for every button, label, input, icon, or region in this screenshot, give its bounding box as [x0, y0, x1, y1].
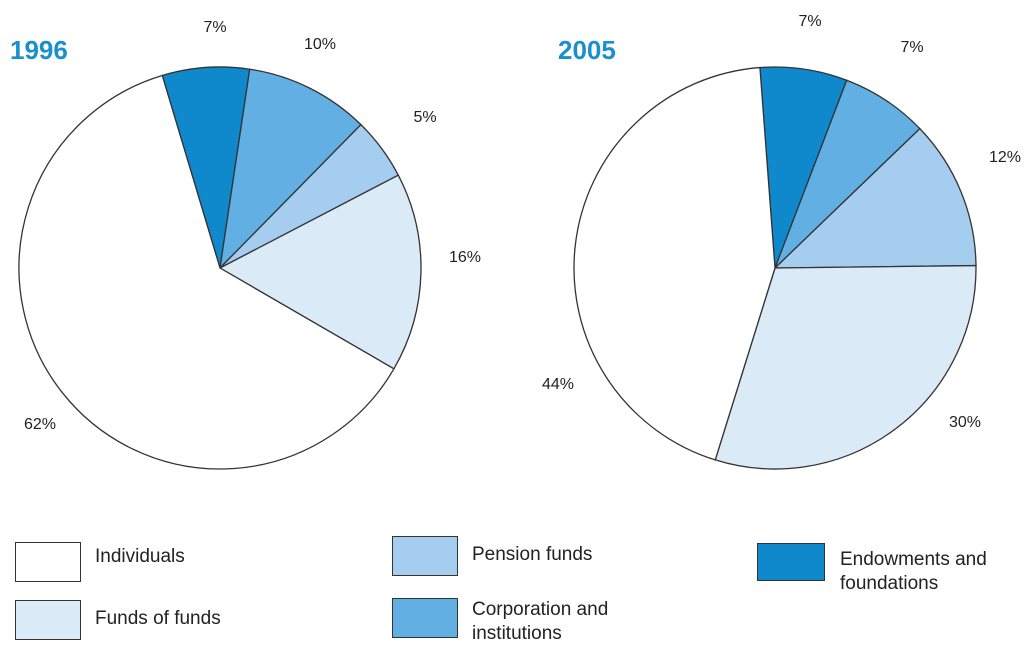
value-label: 7% [798, 13, 821, 30]
value-label: 10% [304, 36, 336, 53]
legend-label: Endowments and foundations [840, 549, 987, 594]
value-label: 12% [989, 149, 1021, 166]
legend-label: Individuals [95, 546, 185, 567]
value-label: 7% [900, 39, 923, 56]
legend-label: Funds of funds [95, 608, 221, 629]
value-label: 16% [449, 249, 481, 266]
pie-slice [773, 127, 977, 269]
value-label: 62% [24, 416, 56, 433]
value-label: 7% [203, 19, 226, 36]
chart-title: 1996 [10, 35, 68, 65]
value-label: 30% [949, 414, 981, 431]
value-label: 44% [542, 376, 574, 393]
legend-swatch [757, 543, 825, 581]
value-label: 5% [413, 109, 436, 126]
legend-swatch [392, 598, 458, 638]
chart-title: 2005 [558, 35, 616, 65]
legend-label: Corporation and institutions [472, 599, 609, 644]
pie-slice [218, 174, 422, 370]
legend-swatch [15, 542, 81, 582]
legend-swatch [15, 600, 81, 640]
pie-slice [714, 264, 977, 470]
legend-label: Pension funds [472, 544, 593, 565]
pie-slice [573, 66, 776, 461]
legend-swatch [392, 536, 458, 576]
pie-slice [219, 68, 362, 270]
pie-slice [18, 74, 395, 470]
